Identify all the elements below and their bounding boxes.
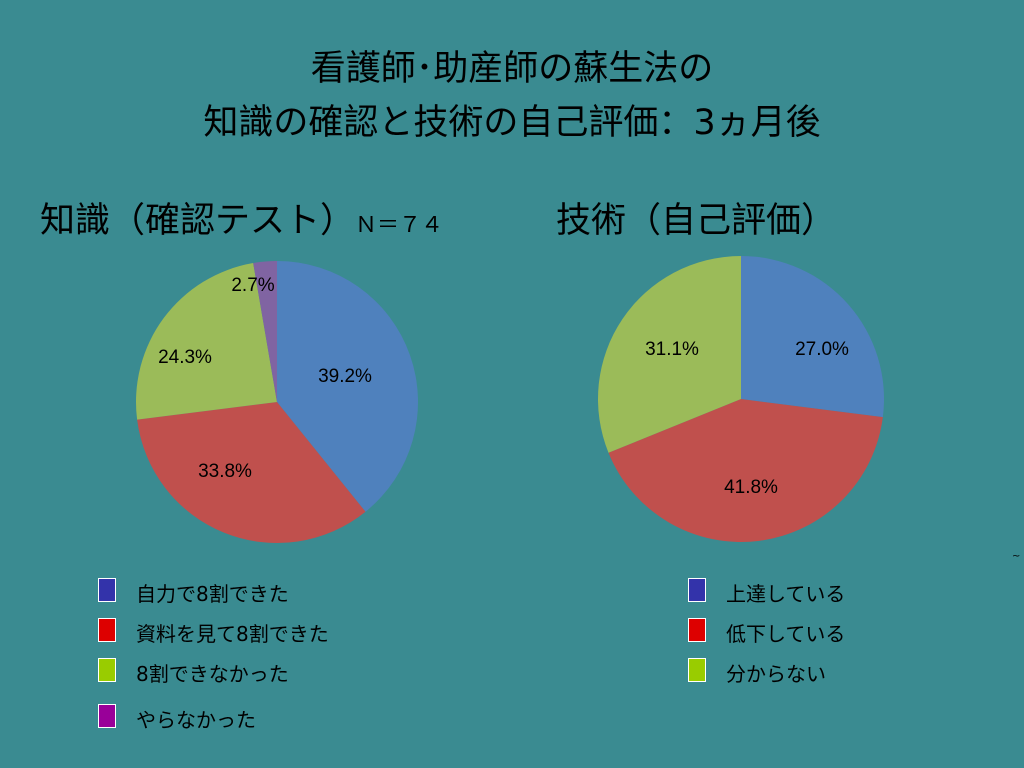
legend-swatch	[98, 658, 116, 682]
chart-title-knowledge: 知識（確認テスト）Ｎ＝７４	[40, 192, 443, 243]
pie-slice	[277, 261, 418, 512]
slice-value-label: 2.7%	[231, 275, 274, 296]
legend-label: 資料を見て8割できた	[136, 622, 329, 646]
slice-value-label: 39.2%	[318, 366, 372, 387]
chart-title-knowledge-text: 知識（確認テスト）	[40, 201, 356, 241]
legend-label: 低下している	[726, 622, 846, 646]
slide-title-line2: 知識の確認と技術の自己評価：3ヵ月後	[203, 103, 821, 143]
chart-title-skill: 技術（自己評価）	[556, 192, 836, 243]
pie-slice	[741, 256, 884, 418]
pie-slice	[136, 263, 277, 420]
pie-slice	[608, 399, 883, 542]
legend-swatch	[98, 704, 116, 728]
legend-swatch	[98, 578, 116, 602]
pie-slice	[137, 402, 366, 543]
stray-mark: ~	[1012, 551, 1021, 562]
slide-title: 看護師･助産師の蘇生法の 知識の確認と技術の自己評価：3ヵ月後	[0, 42, 1024, 150]
slice-value-label: 41.8%	[724, 477, 778, 498]
pie-slice	[598, 256, 741, 453]
skill-pie-chart: 27.0% 41.8% 31.1%	[598, 256, 884, 542]
slice-value-label: 31.1%	[645, 339, 699, 360]
legend-swatch	[688, 658, 706, 682]
legend-label: 8割できなかった	[136, 662, 289, 686]
legend-label: 上達している	[726, 582, 846, 606]
legend-label: 分からない	[726, 662, 826, 686]
slice-value-label: 27.0%	[795, 339, 849, 360]
sample-size-note: Ｎ＝７４	[355, 213, 444, 238]
legend-swatch	[688, 618, 706, 642]
slide-title-line1: 看護師･助産師の蘇生法の	[310, 49, 714, 89]
slice-value-label: 24.3%	[158, 347, 212, 368]
slice-value-label: 33.8%	[198, 461, 252, 482]
legend-swatch	[688, 578, 706, 602]
legend-label: やらなかった	[136, 708, 256, 732]
legend-swatch	[98, 618, 116, 642]
pie-slice	[253, 261, 277, 402]
chart-title-skill-text: 技術（自己評価）	[556, 201, 837, 241]
knowledge-pie-chart: 39.2% 33.8% 24.3% 2.7%	[136, 261, 418, 543]
legend-label: 自力で8割できた	[136, 582, 289, 606]
